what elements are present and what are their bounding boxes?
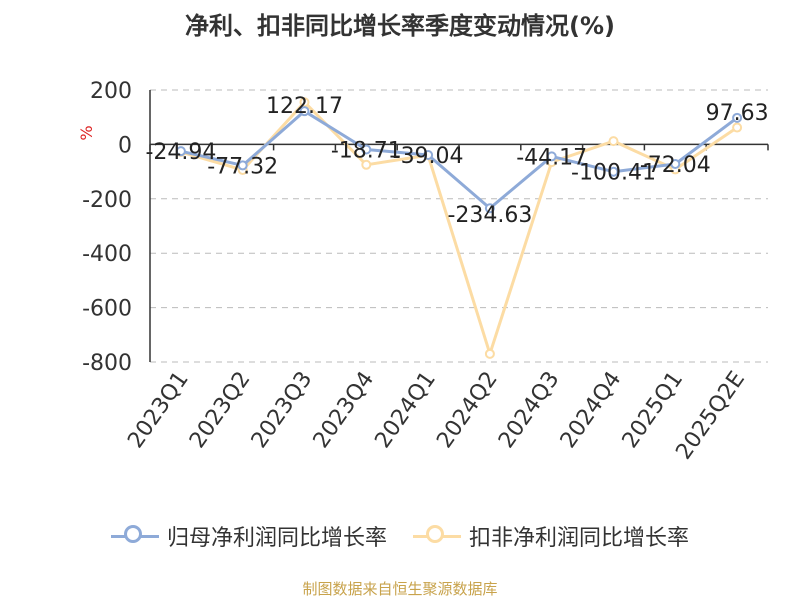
x-tick-label: 2023Q4 bbox=[309, 367, 380, 453]
data-point-1 bbox=[484, 348, 495, 359]
series-line-1 bbox=[180, 100, 738, 356]
data-label: 122.17 bbox=[266, 94, 343, 119]
x-tick-label: 2024Q2 bbox=[432, 367, 503, 453]
y-tick-label: 0 bbox=[118, 133, 132, 158]
data-point-0 bbox=[732, 112, 743, 123]
axis-layer: 2000-200-400-600-8002023Q12023Q22023Q320… bbox=[82, 79, 769, 464]
y-tick-label: 200 bbox=[90, 79, 132, 104]
line-chart: 2000-200-400-600-8002023Q12023Q22023Q320… bbox=[77, 79, 769, 464]
legend-label-deducted: 扣非净利润同比增长率 bbox=[469, 526, 690, 551]
chart-title: 净利、扣非同比增长率季度变动情况(%) bbox=[185, 12, 615, 40]
data-point-0 bbox=[237, 160, 248, 171]
data-label: 97.63 bbox=[706, 101, 769, 126]
x-tick-label: 2024Q1 bbox=[370, 367, 441, 453]
series-line-0 bbox=[180, 109, 738, 210]
legend-swatch-netprofit bbox=[110, 524, 159, 548]
data-point-0 bbox=[175, 146, 186, 157]
data-point-1 bbox=[732, 122, 743, 133]
data-label: -72.04 bbox=[640, 153, 711, 178]
series-layer bbox=[175, 97, 743, 359]
legend-item-deducted[interactable]: 扣非净利润同比增长率 bbox=[413, 520, 689, 552]
data-point-0 bbox=[484, 203, 495, 214]
x-tick-label: 2023Q3 bbox=[247, 367, 318, 453]
data-label: -234.63 bbox=[447, 203, 532, 228]
data-label: -77.32 bbox=[207, 154, 278, 179]
x-tick-label: 2023Q2 bbox=[185, 367, 256, 453]
data-point-1 bbox=[608, 136, 619, 147]
data-label: -18.71 bbox=[331, 138, 402, 163]
legend: 归母净利润同比增长率 扣非净利润同比增长率 bbox=[0, 520, 800, 552]
data-label: -39.04 bbox=[393, 144, 464, 169]
x-tick-label: 2023Q1 bbox=[123, 367, 194, 453]
data-point-0 bbox=[361, 144, 372, 155]
data-source-note: 制图数据来自恒生聚源数据库 bbox=[302, 580, 498, 598]
legend-swatch-deducted bbox=[413, 524, 461, 548]
grid-layer bbox=[150, 89, 768, 363]
y-tick-label: -200 bbox=[82, 188, 132, 213]
data-point-0 bbox=[299, 106, 310, 117]
data-label: -24.94 bbox=[145, 140, 216, 165]
y-tick-label: -400 bbox=[82, 242, 132, 267]
y-axis-label: % bbox=[77, 125, 96, 140]
y-tick-label: -800 bbox=[82, 351, 132, 376]
legend-item-netprofit[interactable]: 归母净利润同比增长率 bbox=[110, 520, 387, 552]
y-tick-label: -600 bbox=[82, 297, 132, 322]
legend-label-netprofit: 归母净利润同比增长率 bbox=[166, 526, 387, 551]
x-tick-label: 2024Q3 bbox=[494, 367, 565, 453]
data-point-0 bbox=[670, 158, 681, 169]
data-point-0 bbox=[546, 151, 557, 162]
x-tick-label: 2024Q4 bbox=[556, 367, 627, 453]
data-label: -100.41 bbox=[571, 161, 656, 186]
data-label: -44.17 bbox=[516, 145, 587, 170]
label-layer: -24.94-77.32 122.17 -18.71-39.04 -234.63 -44… bbox=[145, 94, 768, 228]
data-point-0 bbox=[423, 150, 434, 161]
data-point-1 bbox=[361, 159, 372, 170]
data-point-0 bbox=[608, 166, 619, 177]
